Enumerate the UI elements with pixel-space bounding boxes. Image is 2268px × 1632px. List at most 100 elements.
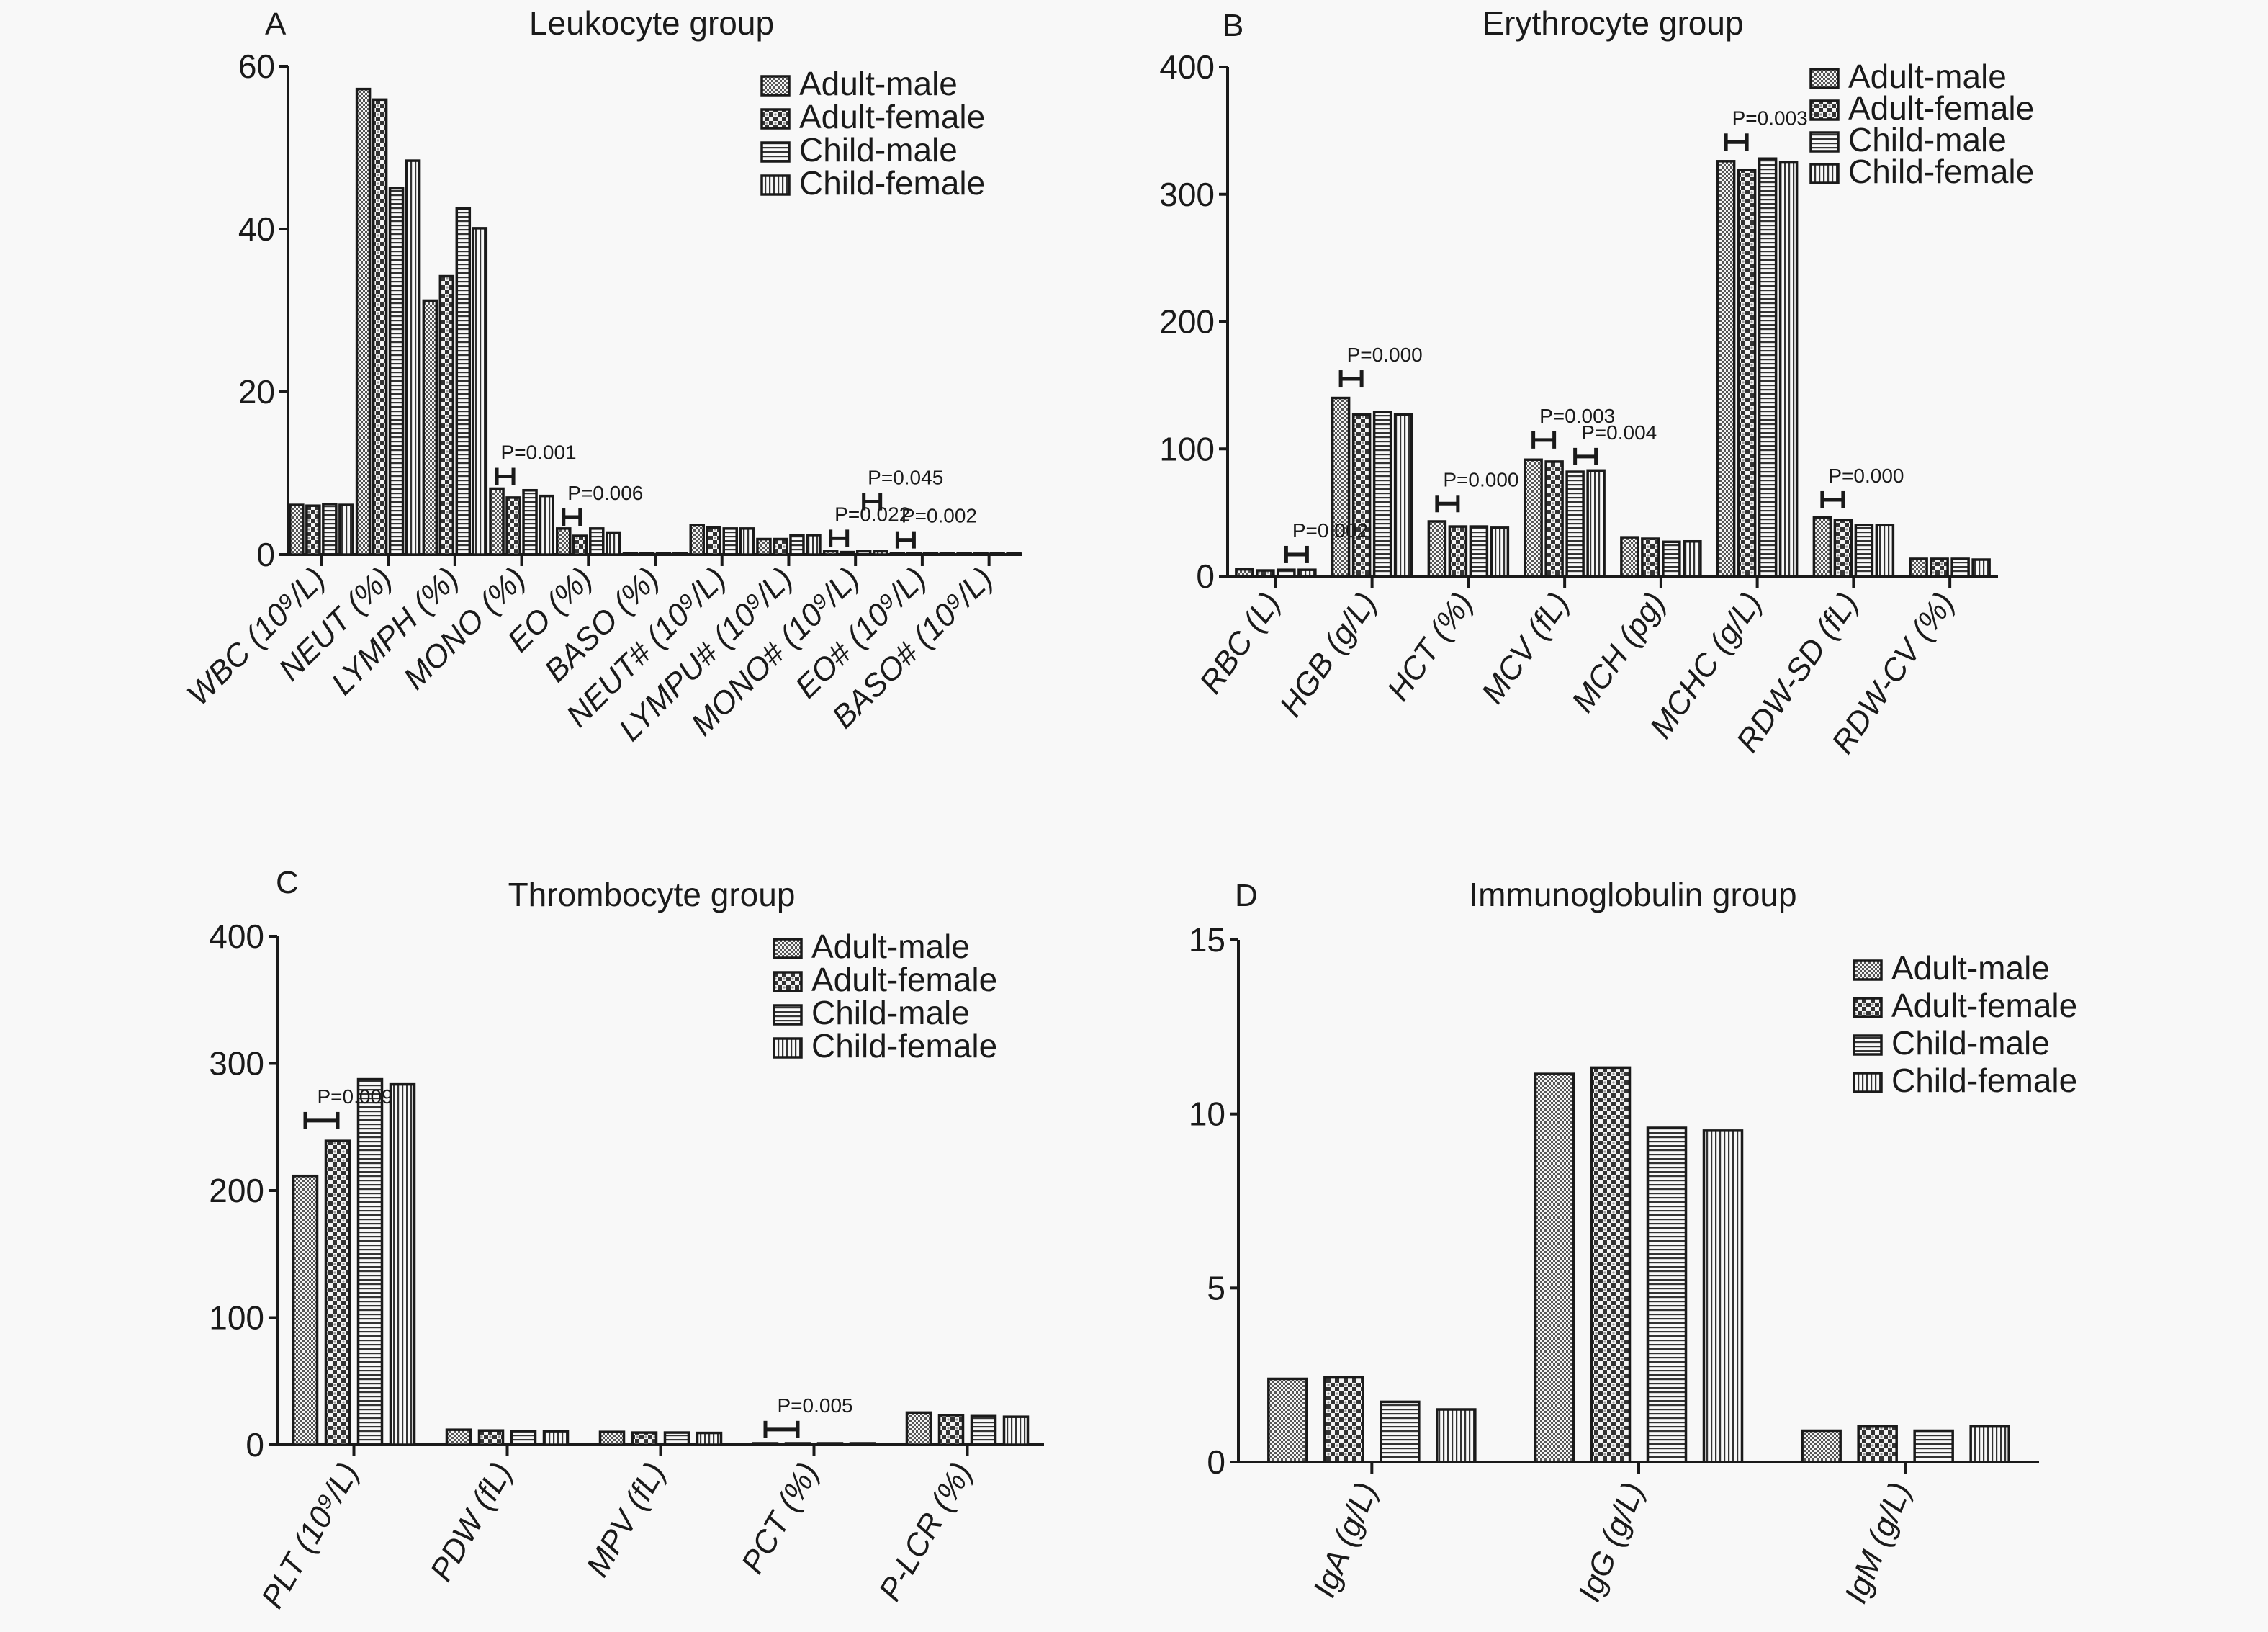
legend-label: Child-female [1848, 153, 2034, 190]
x-tick-label: MCV (fL) [1475, 586, 1576, 710]
bar-adult-female [1590, 1066, 1632, 1463]
p-value-label: P=0.004 [1581, 421, 1657, 444]
bar-adult-male [1427, 520, 1447, 578]
bar-adult-female [784, 1442, 811, 1446]
bar-child-female [739, 527, 755, 556]
bar-adult-female [305, 504, 321, 556]
panel-c-thrombocyte: C Thrombocyte group 0 100 200 300 400 PLT (10… [209, 865, 1044, 1614]
bar-group [905, 1411, 1030, 1446]
bar-adult-male [1620, 536, 1639, 578]
significance-bracket: P=0.009 [303, 1085, 393, 1129]
p-value-label: P=0.003 [1732, 107, 1808, 129]
panel-b-erythrocyte: B Erythrocyte group 0 100 200 300 400 RBC (L)… [1159, 4, 2034, 760]
bar-child-female [1683, 539, 1702, 578]
legend-item: Child-female [773, 1027, 997, 1064]
bar-child-female [606, 531, 621, 556]
bar-child-male [1662, 540, 1681, 578]
significance-bracket: P=0.002 [1284, 519, 1368, 563]
bar-adult-male [598, 1430, 626, 1446]
bar-adult-female [438, 274, 455, 556]
y-tick-label: 400 [1159, 48, 1215, 86]
legend-swatch [1853, 959, 1883, 981]
bar-group [292, 1077, 416, 1446]
panel-letter: A [265, 6, 287, 42]
x-tick-label: IgA (g/L) [1307, 1477, 1385, 1602]
bar-adult-male [445, 1428, 472, 1446]
bar-group [355, 87, 421, 556]
x-tick-label: HGB (g/L) [1273, 586, 1384, 723]
bar-child-male [655, 552, 672, 556]
bar-child-male [989, 552, 1005, 556]
bar-adult-male [1235, 568, 1254, 578]
bar-group [756, 534, 822, 556]
bar-adult-female [973, 552, 989, 556]
y-tick-label: 100 [1159, 430, 1215, 467]
bar-child-female [338, 503, 354, 556]
bar-child-female [1778, 161, 1799, 578]
legend-swatch [1809, 99, 1840, 121]
bar-child-male [1913, 1429, 1954, 1463]
p-value-label: P=0.009 [318, 1085, 393, 1108]
legend-swatch [773, 1037, 803, 1059]
bar-child-male [1372, 411, 1392, 578]
x-tick-label: HCT (%) [1380, 586, 1480, 707]
bar-adult-male [905, 1411, 932, 1446]
bar-adult-male [422, 299, 438, 556]
p-value-label: P=0.001 [501, 441, 577, 464]
bar-child-male [663, 1431, 690, 1446]
significance-bracket: P=0.006 [562, 482, 643, 526]
bar-adult-female [572, 534, 588, 556]
bar-child-male [356, 1077, 384, 1446]
significance-bracket: P=0.002 [895, 505, 977, 549]
legend-swatch [773, 971, 803, 992]
legend-swatch [1809, 68, 1840, 89]
bar-adult-female [1641, 537, 1660, 578]
legend-label: Adult-male [811, 928, 970, 965]
significance-bracket: P=0.045 [862, 467, 943, 511]
p-value-label: P=0.003 [1539, 405, 1615, 427]
bar-adult-male [889, 552, 906, 556]
bar-group [1331, 396, 1413, 578]
bar-group [1801, 1425, 2010, 1463]
bar-adult-male [355, 87, 372, 556]
x-tick-label: PLT (10⁹/L) [255, 1457, 366, 1615]
bar-child-male [816, 1442, 844, 1446]
bar-child-female [389, 1082, 416, 1446]
legend-swatch [1853, 1072, 1883, 1093]
bar-group [689, 524, 755, 556]
bar-child-male [1854, 524, 1874, 578]
chart-title: Immunoglobulin group [1469, 876, 1796, 913]
legend-swatch [760, 108, 791, 130]
legend-label: Adult-female [1891, 987, 2077, 1024]
legend-swatch [1853, 1034, 1883, 1056]
p-value-label: P=0.002 [1292, 519, 1368, 542]
bar-group [289, 503, 354, 556]
bar-child-male [1469, 525, 1489, 578]
bar-adult-male [489, 487, 505, 556]
significance-bracket: P=0.000 [1338, 344, 1423, 388]
p-value-label: P=0.000 [1347, 344, 1423, 366]
bar-child-female [1971, 558, 1991, 578]
x-tick-label: PDW (fL) [423, 1457, 519, 1587]
bar-adult-male [1267, 1377, 1308, 1463]
legend-label: Adult-female [811, 961, 997, 998]
y-tick-label: 300 [209, 1045, 264, 1082]
bar-group [445, 1428, 570, 1446]
significance-bracket: P=0.003 [1724, 107, 1808, 151]
x-tick-label: MCH (pg) [1565, 586, 1673, 719]
legend-swatch [760, 174, 791, 196]
y-tick-label: 15 [1189, 921, 1225, 959]
legend-item: Child-male [760, 131, 958, 169]
bar-adult-male [1812, 516, 1832, 578]
bar-group [822, 550, 888, 556]
legend-label: Child-female [799, 164, 985, 202]
legend: Adult-maleAdult-femaleChild-maleChild-fe… [760, 65, 985, 202]
panel-letter: D [1235, 878, 1258, 913]
p-value-label: P=0.045 [868, 467, 943, 489]
bar-child-female [872, 550, 888, 556]
panel-d-immunoglobulin: D Immunoglobulin group 0 5 10 15 IgA (g/L) Ig… [1189, 876, 2077, 1608]
bar-child-male [589, 527, 605, 556]
y-tick-label: 10 [1189, 1095, 1225, 1133]
bar-adult-female [477, 1429, 505, 1446]
bar-child-female [1393, 413, 1413, 578]
